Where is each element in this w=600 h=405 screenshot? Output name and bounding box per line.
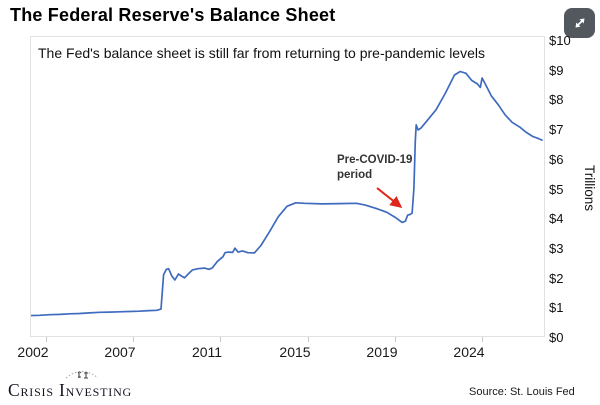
y-tick-label: $2 [549, 270, 564, 286]
balance-sheet-line [31, 70, 543, 317]
x-tick-mark [133, 337, 134, 342]
x-tick-mark [46, 337, 47, 342]
plot-area [30, 36, 545, 337]
x-tick-label: 2011 [191, 344, 223, 360]
annotation-pre-covid: Pre-COVID-19 period [337, 153, 412, 183]
y-tick-label: $3 [549, 240, 564, 256]
annotation-line1: Pre-COVID-19 [337, 154, 413, 166]
x-tick-label: 2002 [17, 344, 49, 360]
y-tick-label: $6 [549, 151, 564, 167]
y-tick-label: $4 [549, 211, 564, 227]
expand-arrows-icon [571, 14, 589, 32]
y-tick-label: $10 [549, 33, 571, 48]
brand-logo-text: Crisis Investing [8, 380, 133, 400]
page-title: The Federal Reserve's Balance Sheet [10, 5, 336, 25]
source-credit: Source: St. Louis Fed [469, 386, 575, 398]
y-tick-label: $1 [549, 300, 564, 316]
y-axis-title: Trillions [582, 165, 597, 212]
x-tick-label: 2024 [453, 344, 485, 360]
chart-canvas [31, 70, 543, 317]
y-tick-label: $0 [549, 330, 564, 345]
x-tick-mark [308, 337, 309, 342]
expand-button[interactable] [564, 8, 595, 38]
annotation-arrow [376, 187, 403, 208]
y-tick-label: $9 [549, 62, 564, 78]
annotation-line2: period [337, 169, 373, 181]
y-tick-label: $7 [549, 122, 564, 138]
x-tick-label: 2007 [104, 344, 136, 360]
y-tick-label: $8 [549, 92, 564, 108]
brand-emblem-icon [62, 369, 102, 387]
x-tick-mark [220, 337, 221, 342]
x-tick-label: 2019 [366, 344, 398, 360]
x-tick-mark [395, 337, 396, 342]
y-tick-label: $5 [549, 181, 564, 197]
chart-subtitle: The Fed's balance sheet is still far fro… [38, 45, 485, 61]
x-tick-label: 2015 [279, 344, 311, 360]
x-tick-mark [482, 337, 483, 342]
